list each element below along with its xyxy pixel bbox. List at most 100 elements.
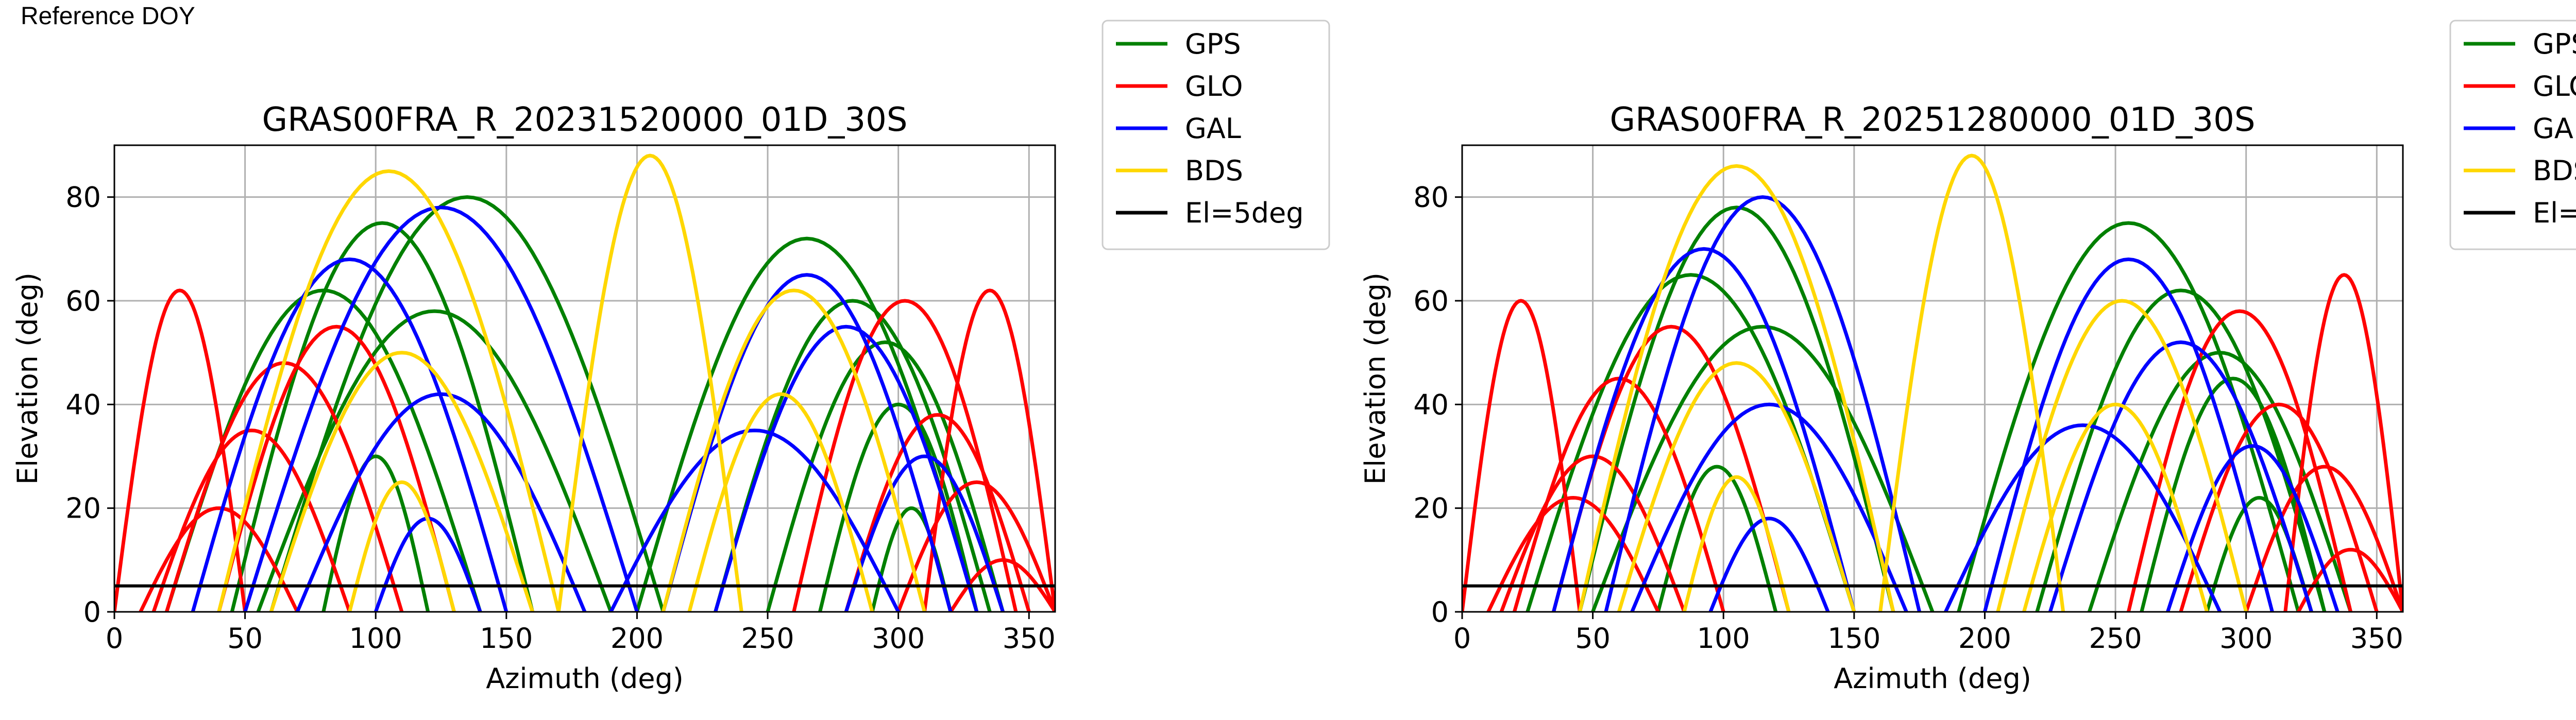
satellite-track [2283,273,2403,612]
legend-entry: GPS [2533,28,2576,60]
y-tick-label: 0 [1431,596,1449,628]
satellite-track [1708,517,1830,612]
x-axis-label: Azimuth (deg) [1834,662,2031,695]
satellite-track [2087,351,2352,612]
satellite-track [818,402,979,612]
satellite-track [1591,324,1935,612]
legend-entry: BDS [2533,155,2576,187]
satellite-track [1656,465,1778,612]
plot-area [114,153,1055,612]
satellite-track [1604,195,1922,612]
legend: GPS GLO GAL BDS El=5deg [1101,20,1330,250]
axes-frame [113,144,1056,613]
satellite-track [191,257,509,612]
satellite-track [2297,547,2403,612]
x-axis-label: Azimuth (deg) [486,662,684,695]
satellite-track [217,169,561,612]
satellite-track [661,273,953,612]
satellite-track [1682,475,1791,612]
satellite-track [1617,361,1856,612]
satellite-track [687,392,874,612]
satellite-track [217,324,456,612]
series-bds [217,153,926,612]
satellite-track [139,506,299,612]
y-tick-label: 60 [1413,285,1449,317]
satellite-track [114,288,247,612]
x-tick-label: 300 [872,622,925,655]
satellite-track [2166,444,2340,612]
satellite-track [2048,340,2313,612]
chart-title: GRAS00FRA_R_20231520000_01D_30S [262,101,908,139]
x-tick-label: 0 [106,622,123,655]
grid [1461,145,2403,613]
legend-entry: GAL [2533,112,2576,145]
x-tick-label: 150 [480,622,533,655]
legend-entry: GLO [1185,70,1243,102]
legend-entry: GLO [2533,70,2576,102]
axes-frame [1461,144,2404,613]
satellite-track [1552,247,1856,612]
legend-box [2449,20,2576,250]
y-tick-label: 80 [1413,181,1449,214]
legend-box [1101,20,1330,250]
satellite-track [844,454,1005,612]
y-tick-label: 80 [65,181,101,214]
satellite-track [661,288,926,612]
satellite-track [844,413,1031,612]
x-tick-label: 150 [1827,622,1880,655]
satellite-track [151,428,351,612]
satellite-track [2244,465,2403,612]
x-tick-label: 350 [2350,622,2403,655]
satellite-track [556,153,743,612]
satellite-track [348,480,456,612]
satellite-track [792,299,1018,612]
y-tick-label: 0 [83,596,101,628]
satellite-track [295,392,587,612]
x-tick-label: 50 [1575,622,1611,655]
satellite-track [243,205,639,612]
satellite-track [609,428,900,612]
x-tick-label: 350 [1003,622,1056,655]
satellite-track [896,480,1055,612]
satellite-track [922,288,1055,612]
series-bds [1578,153,2248,612]
satellite-track [1630,402,1908,612]
legend-entry: El=5deg [1185,197,1304,229]
satellite-track [2022,402,2209,612]
series-gps [1526,205,2352,612]
satellite-track [766,340,1005,612]
y-axis-label: Elevation (deg) [1359,272,1392,485]
x-tick-label: 100 [349,622,402,655]
satellite-track [1957,221,2300,612]
satellite-track [1983,257,2274,612]
satellite-track [714,324,979,612]
y-tick-label: 20 [1413,492,1449,525]
satellite-track [269,351,534,612]
legend-entry: BDS [1185,155,1243,187]
satellite-track [256,309,613,612]
y-tick-label: 40 [1413,388,1449,421]
x-tick-label: 250 [2089,622,2142,655]
satellite-track [2179,402,2379,612]
satellite-track [1578,164,1895,612]
x-tick-label: 0 [1453,622,1471,655]
satellite-track [269,195,665,612]
satellite-track [2126,309,2353,612]
legend-entry: GPS [1185,28,1241,60]
y-tick-label: 40 [65,388,101,421]
satellite-track [2035,288,2327,612]
x-tick-label: 200 [611,622,664,655]
chart-panel-2: 0 50 100 150 200 250 300 350 0 20 40 60 80 GRAS00FRA_… [1359,20,2576,695]
y-tick-label: 60 [65,285,101,317]
satellite-track [1878,153,2065,612]
satellite-track [1462,299,1582,612]
series-gal [191,205,1005,612]
figure-caption: Reference DOY [21,3,195,30]
plot-area [1462,153,2403,612]
x-tick-label: 250 [741,622,794,655]
satellite-track [165,288,482,612]
series-glo [1462,273,2403,612]
series-gal [1552,195,2340,612]
chart-panel-1: 0 50 100 150 200 250 300 350 0 20 40 60 80 GRAS00FRA_… [11,20,1330,695]
satellite-track [714,299,992,612]
